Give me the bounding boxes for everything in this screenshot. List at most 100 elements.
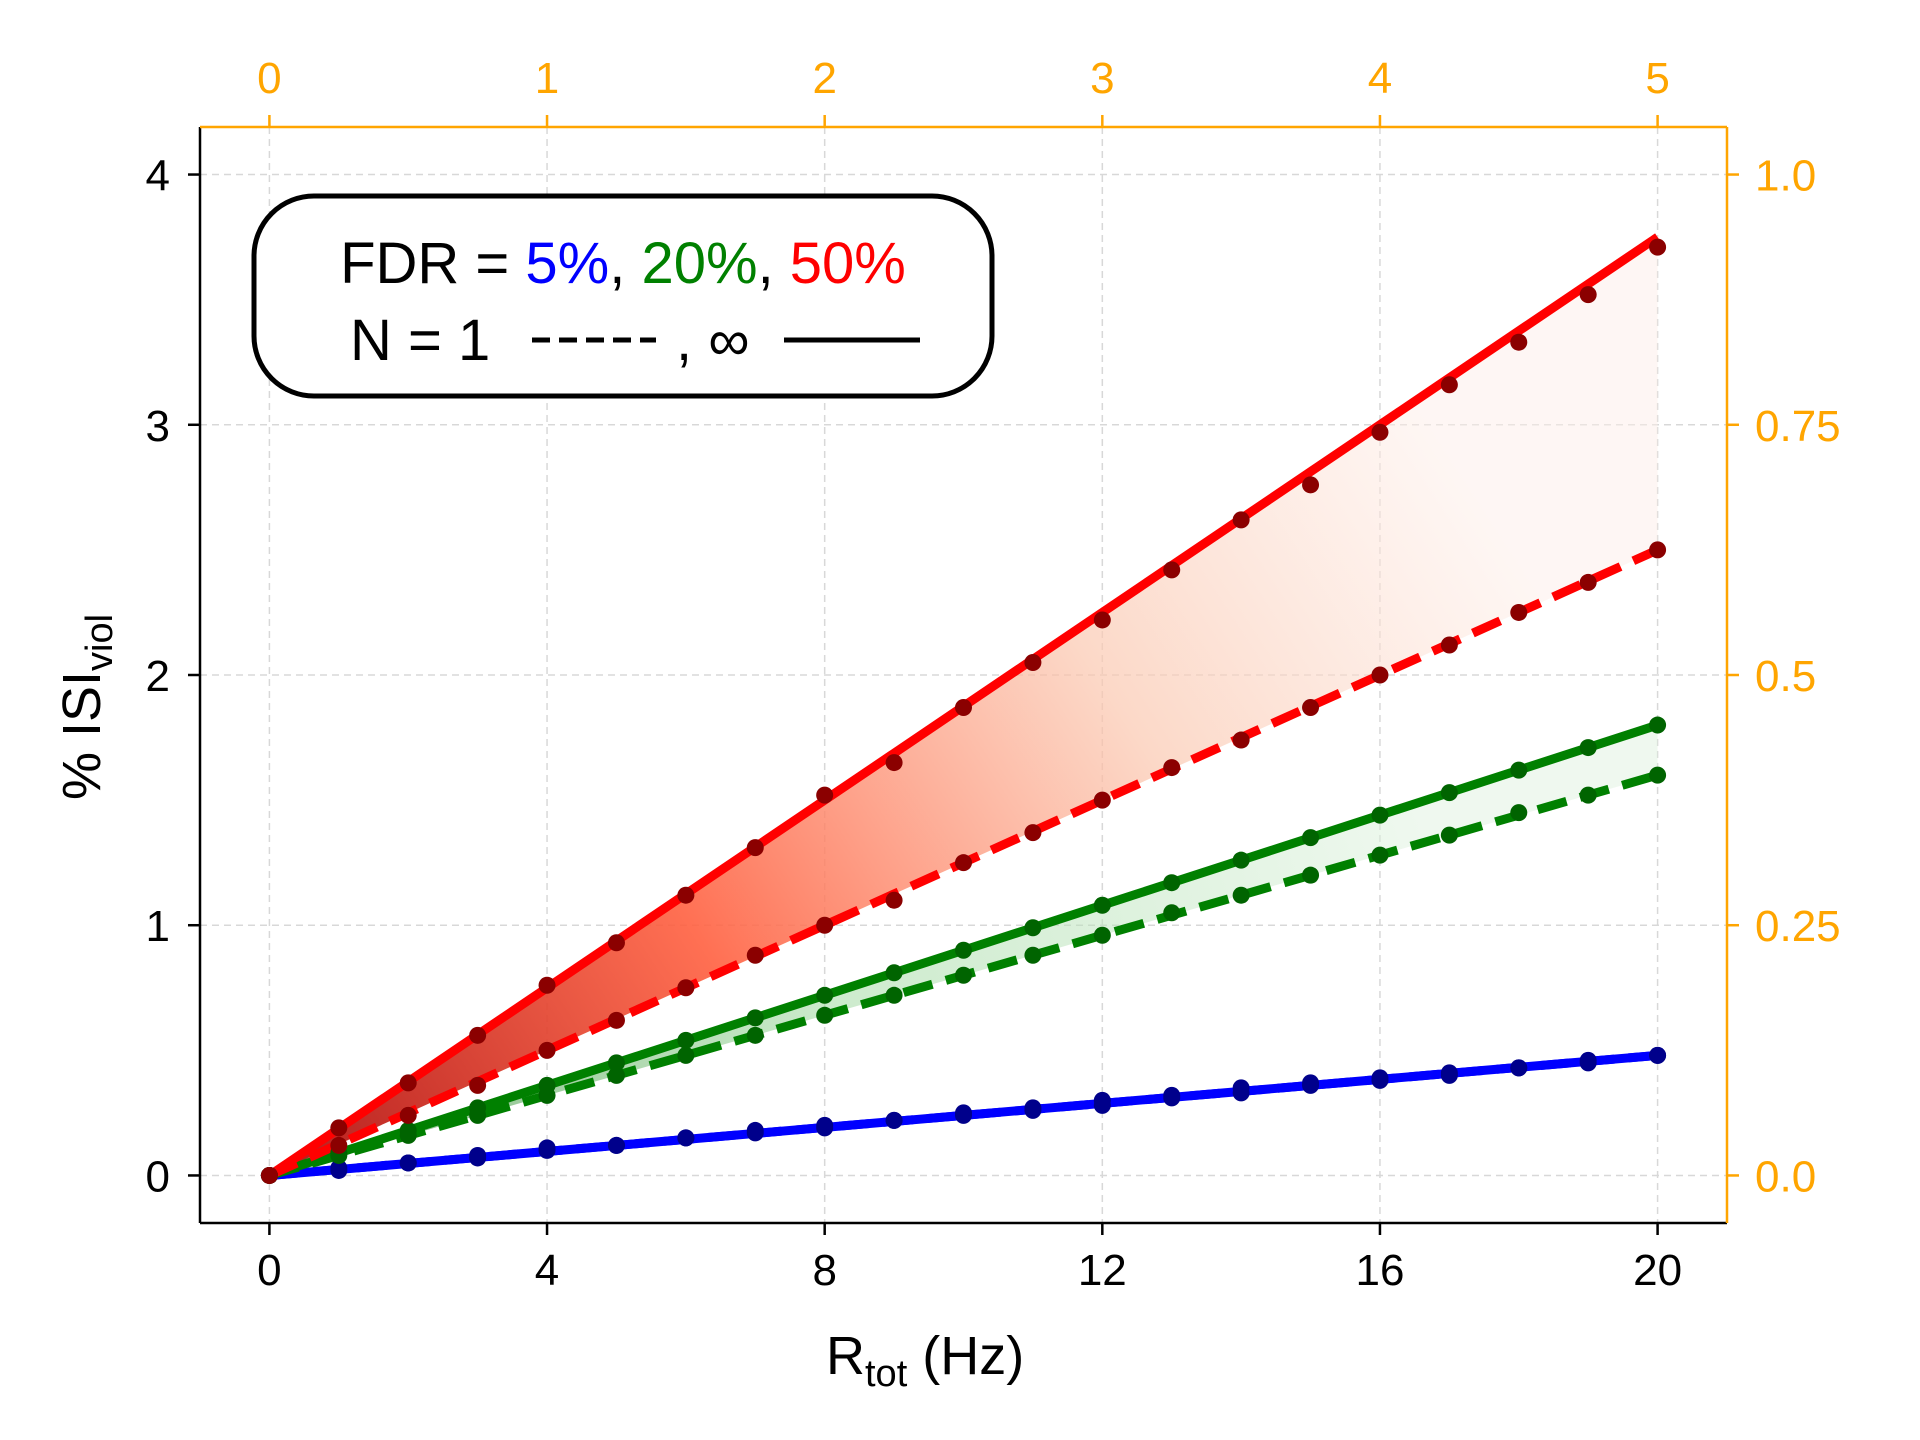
data-point-fdr-20 — [1232, 886, 1250, 904]
legend-fdr-prefix: FDR = — [340, 231, 525, 296]
right-tick-label: 0.5 — [1755, 652, 1816, 701]
data-point-fdr-50 — [399, 1074, 417, 1092]
data-point-fdr-20 — [677, 1031, 695, 1049]
data-point-fdr-5 — [746, 1121, 764, 1139]
data-point-fdr-5 — [955, 1104, 972, 1122]
y-tick-label: 3 — [146, 402, 170, 451]
data-point-fdr-50 — [1649, 541, 1667, 559]
data-point-fdr-5 — [469, 1146, 487, 1164]
right-tick-label: 1.0 — [1755, 152, 1816, 201]
data-point-fdr-5 — [1302, 1074, 1320, 1092]
series-markers — [260, 238, 1667, 1184]
data-point-fdr-20 — [1163, 874, 1181, 892]
data-point-fdr-50 — [1579, 573, 1597, 591]
y-tick-label: 2 — [146, 652, 170, 701]
data-point-fdr-20 — [885, 964, 903, 982]
data-point-fdr-5 — [330, 1159, 348, 1177]
data-point-fdr-50 — [955, 854, 972, 872]
top-tick-label: 5 — [1645, 54, 1669, 103]
data-point-fdr-50 — [330, 1136, 348, 1154]
data-point-fdr-50 — [885, 891, 903, 909]
data-point-fdr-5 — [538, 1139, 556, 1157]
x-tick-label: 20 — [1633, 1246, 1682, 1295]
data-point-fdr-20 — [1024, 919, 1042, 937]
data-point-fdr-50 — [1093, 791, 1111, 809]
data-point-fdr-20 — [955, 966, 972, 984]
data-point-fdr-20 — [1024, 946, 1042, 964]
data-point-fdr-20 — [399, 1121, 417, 1139]
data-point-fdr-5 — [1649, 1046, 1667, 1064]
data-point-fdr-50 — [677, 979, 695, 997]
data-point-fdr-20 — [1163, 904, 1181, 922]
data-point-fdr-50 — [1510, 603, 1528, 621]
right-tick-label: 0.0 — [1755, 1152, 1816, 1201]
top-tick-label: 4 — [1368, 54, 1392, 103]
data-point-fdr-20 — [1371, 846, 1389, 864]
data-point-fdr-20 — [677, 1046, 695, 1064]
legend-infinity-label: , ∞ — [676, 308, 750, 373]
data-point-fdr-20 — [607, 1054, 625, 1072]
data-point-fdr-50 — [1232, 731, 1250, 749]
legend-fdr-20: 20% — [641, 231, 757, 296]
data-point-fdr-50 — [746, 839, 764, 857]
data-point-fdr-5 — [1093, 1091, 1111, 1109]
legend-box — [251, 193, 995, 399]
data-point-fdr-20 — [1302, 829, 1320, 847]
data-point-fdr-20 — [816, 1006, 834, 1024]
data-point-fdr-50 — [1371, 423, 1389, 441]
data-point-fdr-50 — [607, 1011, 625, 1029]
data-point-fdr-50 — [399, 1106, 417, 1124]
data-point-fdr-50 — [1163, 561, 1181, 579]
data-point-fdr-20 — [1649, 766, 1667, 784]
top-tick-label: 1 — [535, 54, 559, 103]
data-point-fdr-50 — [1302, 699, 1320, 717]
data-point-fdr-50 — [469, 1026, 487, 1044]
data-point-fdr-20 — [746, 1026, 764, 1044]
data-point-fdr-5 — [399, 1154, 417, 1172]
data-point-fdr-20 — [1093, 926, 1111, 944]
data-point-fdr-50 — [1510, 333, 1528, 351]
legend-n1-label: N = 1 — [350, 308, 490, 373]
data-point-fdr-20 — [955, 941, 972, 959]
data-point-fdr-50 — [1649, 238, 1667, 256]
data-point-fdr-50 — [538, 976, 556, 994]
x-axis-title: Rtot (Hz) — [826, 1326, 1024, 1395]
data-point-fdr-20 — [885, 986, 903, 1004]
x-axis-title-main: R — [826, 1326, 865, 1386]
x-tick-label: 0 — [257, 1246, 281, 1295]
data-point-fdr-5 — [1024, 1099, 1042, 1117]
data-point-fdr-20 — [1093, 896, 1111, 914]
data-point-fdr-5 — [1163, 1086, 1181, 1104]
data-point-fdr-50 — [1163, 759, 1181, 777]
data-point-fdr-5 — [1579, 1051, 1597, 1069]
x-axis-title-sub: tot — [865, 1353, 908, 1395]
data-point-fdr-20 — [1232, 851, 1250, 869]
data-point-fdr-50 — [1440, 376, 1458, 394]
data-point-fdr-20 — [816, 986, 834, 1004]
data-point-fdr-20 — [1510, 804, 1528, 822]
data-point-fdr-20 — [1302, 866, 1320, 884]
data-point-fdr-50 — [1093, 611, 1111, 629]
data-point-fdr-5 — [816, 1116, 834, 1134]
data-point-fdr-20 — [538, 1076, 556, 1094]
data-point-fdr-50 — [538, 1041, 556, 1059]
x-axis-title-suffix: (Hz) — [907, 1326, 1024, 1386]
top-tick-label: 0 — [257, 54, 281, 103]
right-tick-label: 0.25 — [1755, 902, 1841, 951]
legend-sep-2: , — [758, 231, 790, 296]
data-point-fdr-5 — [677, 1129, 695, 1147]
legend: FDR = 5%, 20%, 50% N = 1 , ∞ — [251, 193, 995, 399]
data-point-fdr-50 — [677, 886, 695, 904]
right-tick-label: 0.75 — [1755, 402, 1841, 451]
x-tick-label: 4 — [535, 1246, 559, 1295]
data-point-fdr-20 — [469, 1099, 487, 1117]
data-point-fdr-50 — [816, 786, 834, 804]
data-point-fdr-50 — [469, 1076, 487, 1094]
y-tick-label: 4 — [146, 152, 170, 201]
data-point-fdr-20 — [1440, 826, 1458, 844]
data-point-fdr-50 — [1024, 653, 1042, 671]
data-point-fdr-5 — [607, 1136, 625, 1154]
legend-fdr-5: 5% — [525, 231, 609, 296]
y-axis-title-main: % ISI — [52, 671, 112, 800]
